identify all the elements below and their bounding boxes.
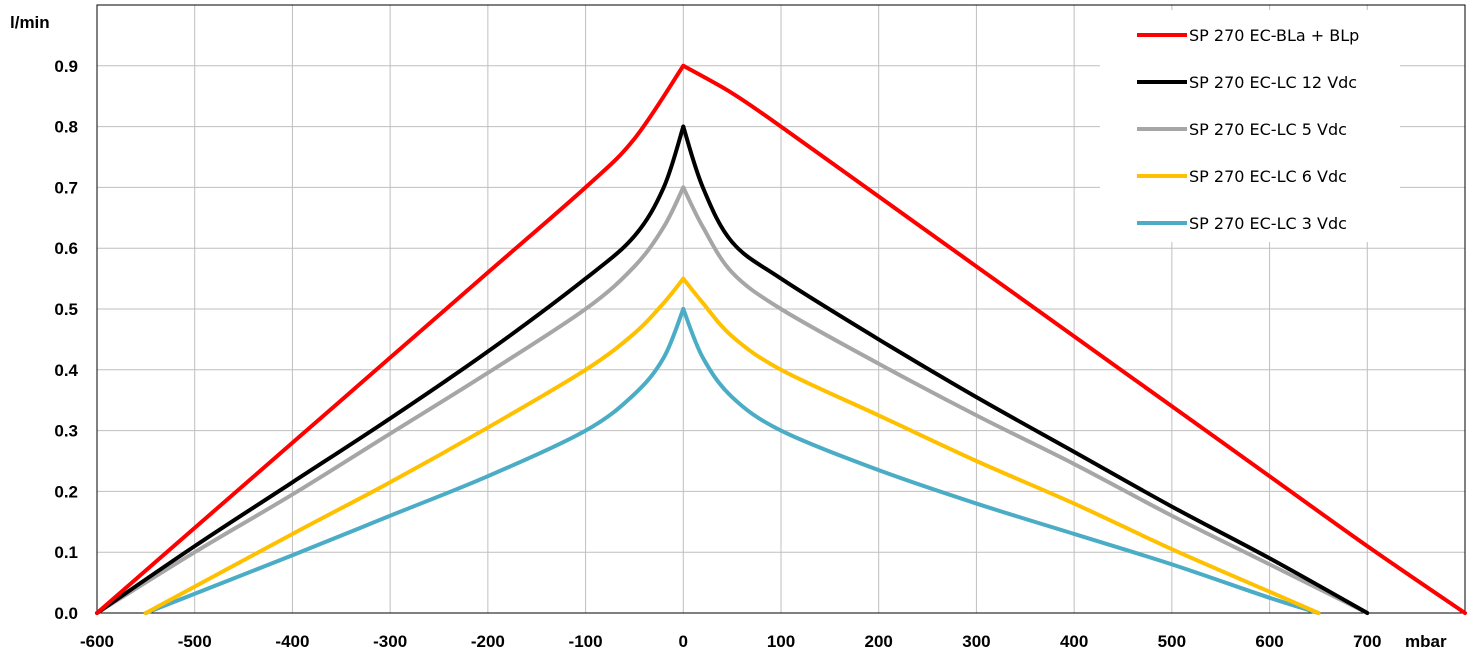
series-line-left (95, 63, 686, 615)
y-tick-label: 0.0 (54, 604, 78, 623)
x-tick-label: 300 (962, 632, 990, 651)
x-tick-label: -400 (275, 632, 309, 651)
series-line-right (681, 185, 1370, 615)
legend-label: SP 270 EC-LC 5 Vdc (1189, 120, 1347, 139)
x-tick-label: 100 (767, 632, 795, 651)
series-3 (143, 276, 1321, 615)
legend-label: SP 270 EC-BLa + BLp (1189, 26, 1359, 45)
y-tick-label: 0.3 (54, 422, 78, 441)
x-tick-label: 0 (679, 632, 688, 651)
y-tick-label: 0.2 (54, 482, 78, 501)
series-line-left (95, 124, 686, 615)
x-tick-label: 500 (1158, 632, 1186, 651)
y-tick-label: 0.6 (54, 239, 78, 258)
series-line-right (681, 124, 1370, 615)
x-tick-label: -200 (471, 632, 505, 651)
series-1 (95, 124, 1370, 615)
y-tick-label: 0.5 (54, 300, 78, 319)
y-tick-label: 0.4 (54, 361, 78, 380)
series-line-right (681, 276, 1321, 615)
series-2 (95, 185, 1370, 615)
series-layer (95, 63, 1467, 615)
series-line-left (95, 185, 686, 615)
x-tick-label: 400 (1060, 632, 1088, 651)
x-axis-ticks: -600 -500 -400 -300 -200 -100 0 100 200 300 400 500… (80, 632, 1381, 651)
y-tick-label: 0.9 (54, 57, 78, 76)
x-tick-label: 600 (1255, 632, 1283, 651)
y-tick-label: 0.7 (54, 178, 78, 197)
x-tick-label: -300 (373, 632, 407, 651)
x-tick-label: -500 (178, 632, 212, 651)
legend-label: SP 270 EC-LC 12 Vdc (1189, 73, 1357, 92)
x-tick-label: -600 (80, 632, 114, 651)
series-line-right (681, 63, 1467, 615)
legend-label: SP 270 EC-LC 6 Vdc (1189, 167, 1347, 186)
x-tick-label: 700 (1353, 632, 1381, 651)
series-line-left (143, 307, 686, 615)
legend-label: SP 270 EC-LC 3 Vdc (1189, 214, 1347, 233)
plot-frame (96, 4, 1466, 614)
x-tick-label: -100 (569, 632, 603, 651)
series-0 (95, 63, 1467, 615)
x-tick-label: 200 (865, 632, 893, 651)
y-axis-title: l/min (10, 13, 50, 32)
series-line-left (143, 276, 686, 615)
legend-box (1100, 10, 1400, 242)
y-axis-ticks: 0.0 0.1 0.2 0.3 0.4 0.5 0.6 0.7 0.8 0.9 (54, 57, 78, 623)
x-axis-title: mbar (1405, 632, 1447, 651)
y-tick-label: 0.8 (54, 118, 78, 137)
y-tick-label: 0.1 (54, 543, 78, 562)
series-4 (143, 307, 1321, 615)
series-line-right (681, 307, 1321, 615)
legend: SP 270 EC-BLa + BLp SP 270 EC-LC 12 Vdc SP… (1100, 10, 1400, 242)
